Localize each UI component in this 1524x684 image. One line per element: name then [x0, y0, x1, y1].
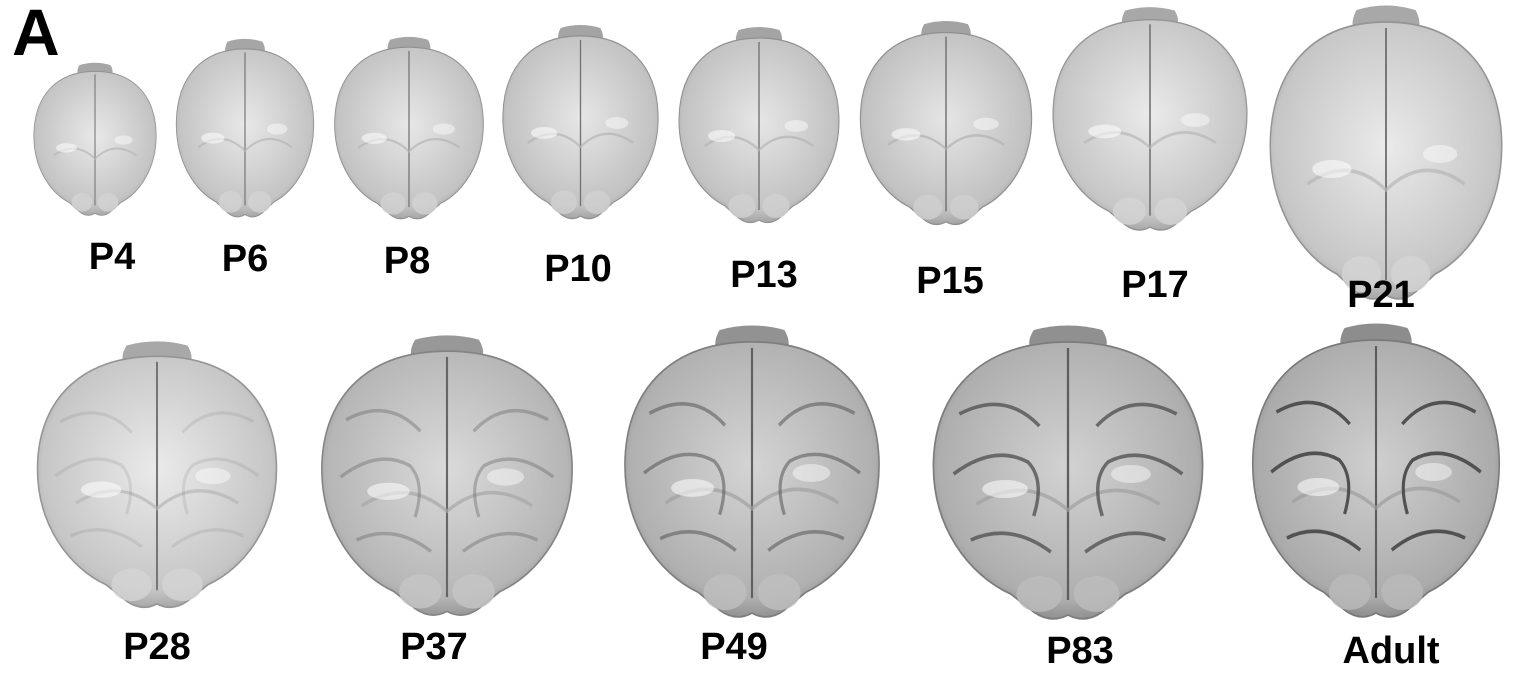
brain-photo — [30, 62, 160, 218]
age-label: P17 — [1121, 264, 1189, 306]
brain-photo — [617, 324, 887, 622]
panel-label: A — [12, 0, 60, 69]
age-label: P15 — [916, 260, 984, 302]
brain-photo — [674, 26, 844, 226]
brain-photo — [498, 24, 663, 222]
brain-photo — [925, 324, 1211, 624]
brain-photo — [314, 334, 580, 620]
age-label: P83 — [1046, 630, 1114, 672]
brain-photo — [172, 38, 318, 220]
brain-photo — [1263, 4, 1509, 304]
brain-photo — [855, 20, 1037, 228]
age-label: P10 — [544, 248, 612, 290]
age-label: P8 — [383, 240, 431, 282]
brain-photo — [330, 36, 488, 222]
brain-photo — [1047, 6, 1253, 234]
age-label: P21 — [1347, 274, 1415, 316]
brain-photo — [30, 340, 284, 612]
age-label: P6 — [221, 238, 269, 280]
age-label: P4 — [88, 236, 136, 278]
age-label: P13 — [730, 254, 798, 296]
brain-photo — [1245, 322, 1507, 622]
age-label: P37 — [400, 626, 468, 668]
age-label: P28 — [123, 626, 191, 668]
age-label: P49 — [700, 626, 768, 668]
age-label: Adult — [1342, 630, 1440, 672]
